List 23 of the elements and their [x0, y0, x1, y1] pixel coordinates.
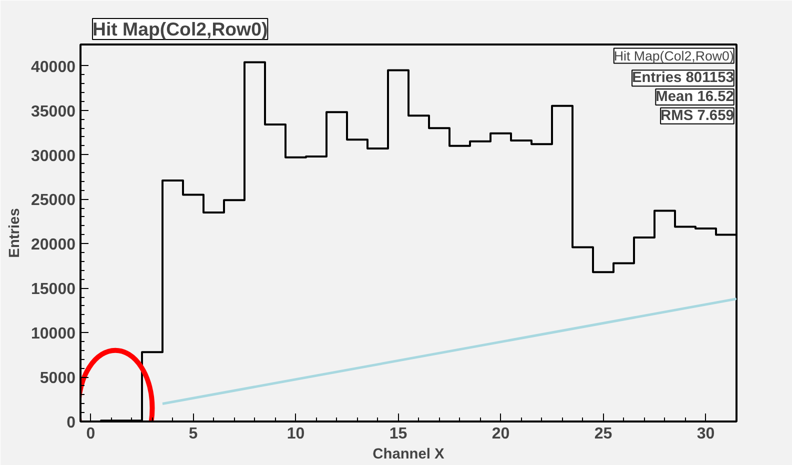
x-tick-label: 5 — [188, 426, 198, 442]
annotation: Hit Map(Col2,Row0) — [614, 48, 734, 64]
x-tick-label: 15 — [389, 426, 408, 442]
y-tick-label: 25000 — [31, 192, 76, 210]
y-tick-label: 40000 — [31, 58, 76, 76]
y-tick-label: 15000 — [31, 281, 76, 298]
annotation: RMS 7.659 — [660, 108, 734, 124]
y-tick-label: 35000 — [31, 103, 76, 120]
x-tick-label: 20 — [492, 426, 510, 442]
x-tick-label: 30 — [696, 426, 715, 442]
x-axis-title: Channel X — [372, 446, 445, 462]
y-tick-label: 5000 — [40, 370, 76, 388]
x-tick-label: 25 — [594, 426, 612, 442]
y-tick-label: 30000 — [31, 148, 76, 165]
x-tick-label: 10 — [286, 426, 305, 442]
x-tick-label: 0 — [86, 426, 96, 442]
chart-title: Hit Map(Col2,Row0) — [92, 18, 268, 40]
y-tick-label: 0 — [66, 414, 76, 432]
annotation: Entries 801153 — [632, 70, 734, 86]
y-tick-label: 20000 — [31, 236, 76, 254]
y-axis-title: Entries — [7, 208, 24, 258]
annotation: Mean 16.52 — [656, 88, 734, 105]
y-tick-label: 10000 — [31, 326, 76, 343]
